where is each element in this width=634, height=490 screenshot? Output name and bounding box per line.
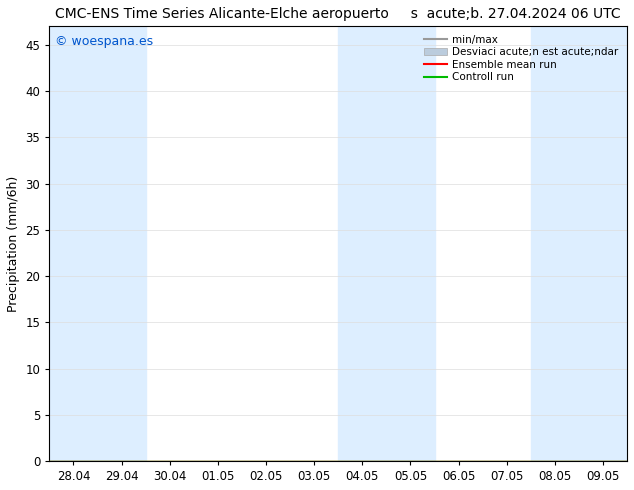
Bar bbox=[386, 26, 434, 461]
Bar bbox=[49, 26, 98, 461]
Bar bbox=[338, 26, 386, 461]
Bar bbox=[531, 26, 579, 461]
Bar bbox=[579, 26, 627, 461]
Bar bbox=[98, 26, 146, 461]
Text: © woespana.es: © woespana.es bbox=[55, 35, 153, 48]
Title: CMC-ENS Time Series Alicante-Elche aeropuerto     s  acute;b. 27.04.2024 06 UTC: CMC-ENS Time Series Alicante-Elche aerop… bbox=[55, 7, 621, 21]
Legend: min/max, Desviaci acute;n est acute;ndar, Ensemble mean run, Controll run: min/max, Desviaci acute;n est acute;ndar… bbox=[421, 31, 622, 86]
Y-axis label: Precipitation (mm/6h): Precipitation (mm/6h) bbox=[7, 175, 20, 312]
